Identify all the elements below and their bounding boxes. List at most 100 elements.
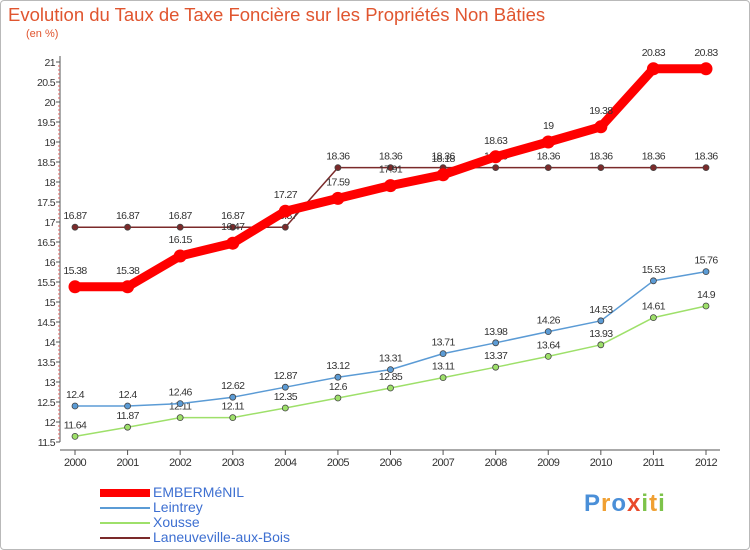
legend-label: Leintrey [153,499,203,515]
legend-label: Xousse [153,514,200,530]
data-point [124,223,131,231]
data-point [176,414,184,422]
data-point [121,280,135,294]
data-point [124,423,131,431]
data-point [387,366,394,374]
data-point [281,383,289,391]
data-label: 13.71 [431,337,455,349]
x-tick-label: 2005 [327,457,350,469]
data-label: 13.12 [326,360,350,372]
logo-letter: x [627,490,642,517]
y-tick-label: 15 [45,297,56,309]
data-label: 15.76 [694,255,718,267]
data-point [334,373,342,381]
data-label: 18.36 [642,151,666,163]
data-label: 14.61 [642,301,666,313]
y-tick-label: 18.5 [37,157,56,169]
x-tick-label: 2009 [537,457,560,469]
data-label: 11.64 [64,419,87,431]
data-point [492,363,500,371]
data-label: 14.9 [697,289,716,301]
data-label: 18.36 [431,151,455,163]
x-tick-label: 2008 [485,457,508,469]
y-tick-label: 16.5 [37,237,56,249]
data-point [334,164,342,172]
data-point [229,223,237,231]
y-tick-label: 19 [45,137,56,149]
data-point [334,394,342,402]
data-label: 17.91 [379,164,403,176]
data-point [124,402,131,410]
data-point [278,204,292,218]
data-label: 12.87 [274,370,298,382]
y-tick-label: 11.5 [38,437,56,449]
data-label: 16.47 [221,221,245,233]
data-point [597,317,605,325]
y-tick-label: 12 [45,417,56,429]
y-tick-label: 13 [45,377,56,389]
data-label: 12.35 [274,391,298,403]
data-point [646,62,660,76]
data-point [71,223,79,231]
data-label: 17.27 [274,189,298,201]
legend-swatch [100,489,150,497]
data-label: 13.37 [484,350,508,362]
x-tick-label: 2003 [222,457,245,469]
x-tick-label: 2006 [379,457,402,469]
data-label: 12.62 [221,380,245,392]
data-point [699,62,713,76]
data-point [544,328,552,336]
data-point [544,164,552,172]
data-label: 18.36 [537,151,561,163]
data-point [597,164,605,172]
y-tick-label: 13.5 [37,357,56,369]
data-point [650,277,657,285]
data-point [71,432,79,440]
data-label: 15.38 [116,265,140,277]
data-point [436,168,450,182]
data-point [650,314,657,322]
data-label: 18.18 [431,153,455,165]
y-tick-label: 21 [45,57,56,69]
data-label: 13.31 [379,353,403,365]
y-axis-unit: (en %) [26,28,59,40]
data-label: 14.53 [589,304,613,316]
data-point [492,339,500,347]
logo-letter: o [611,490,628,517]
data-point [229,393,237,401]
data-point [384,179,397,193]
logo-letter: i [658,490,666,517]
x-tick-label: 2011 [643,457,665,469]
data-point [176,400,184,408]
data-label: 14.26 [537,315,561,327]
data-point [702,302,710,310]
logo-letter: r [601,490,612,517]
y-tick-label: 18 [45,177,56,189]
data-point [387,384,394,392]
data-point [439,374,447,382]
data-label: 16.87 [169,210,193,222]
data-point [702,268,710,276]
y-tick-label: 17.5 [37,197,56,209]
data-point [229,414,237,422]
data-label: 18.36 [589,151,613,163]
data-point [544,352,552,360]
x-tick-label: 2007 [432,457,455,469]
data-label: 15.53 [642,264,666,276]
data-label: 16.87 [116,210,140,222]
data-point [597,341,605,349]
logo-letter: t [649,490,659,517]
y-tick-label: 15.5 [37,277,56,289]
logo-letter: P [584,490,602,517]
data-point [650,164,657,172]
data-label: 16.15 [169,234,193,246]
y-tick-label: 12.5 [37,397,56,409]
data-label: 20.83 [694,47,718,59]
data-label: 12.4 [119,389,138,401]
logo-letter: i [641,490,650,517]
x-tick-label: 2004 [274,457,297,469]
data-label: 12.46 [169,387,193,399]
legend-swatch [100,537,150,539]
data-label: 13.93 [589,328,613,340]
